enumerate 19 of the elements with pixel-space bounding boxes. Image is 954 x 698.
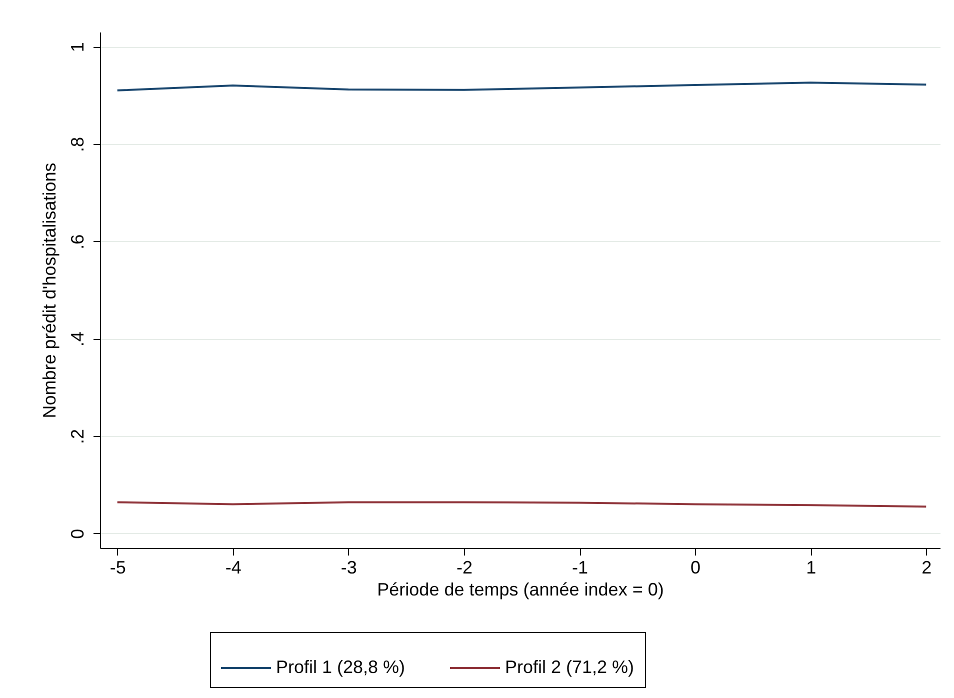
x-tick-label: -1: [572, 558, 588, 578]
y-tick-label: 0: [68, 528, 88, 539]
x-tick-label: 1: [806, 558, 816, 578]
x-axis-title: Période de temps (année index = 0): [377, 580, 664, 600]
y-tick-label: .4: [68, 332, 88, 347]
x-tick-label: -5: [110, 558, 126, 578]
x-tick-label: 2: [922, 558, 932, 578]
x-tick-label: -2: [456, 558, 472, 578]
legend-label: Profil 2 (71,2 %): [505, 657, 634, 677]
line-series: [116, 82, 928, 92]
y-axis-title: Nombre prédit d'hospitalisations: [40, 162, 60, 418]
x-tick-label: 0: [690, 558, 701, 578]
y-tick-label: .2: [68, 429, 88, 444]
x-tick-label: -3: [340, 558, 357, 578]
y-tick-label: .8: [68, 136, 88, 152]
y-tick-label: .6: [68, 234, 88, 250]
legend-label: Profil 1 (28,8 %): [276, 657, 406, 677]
y-tick-label: 1: [68, 42, 88, 52]
x-tick-label: -4: [225, 558, 242, 578]
